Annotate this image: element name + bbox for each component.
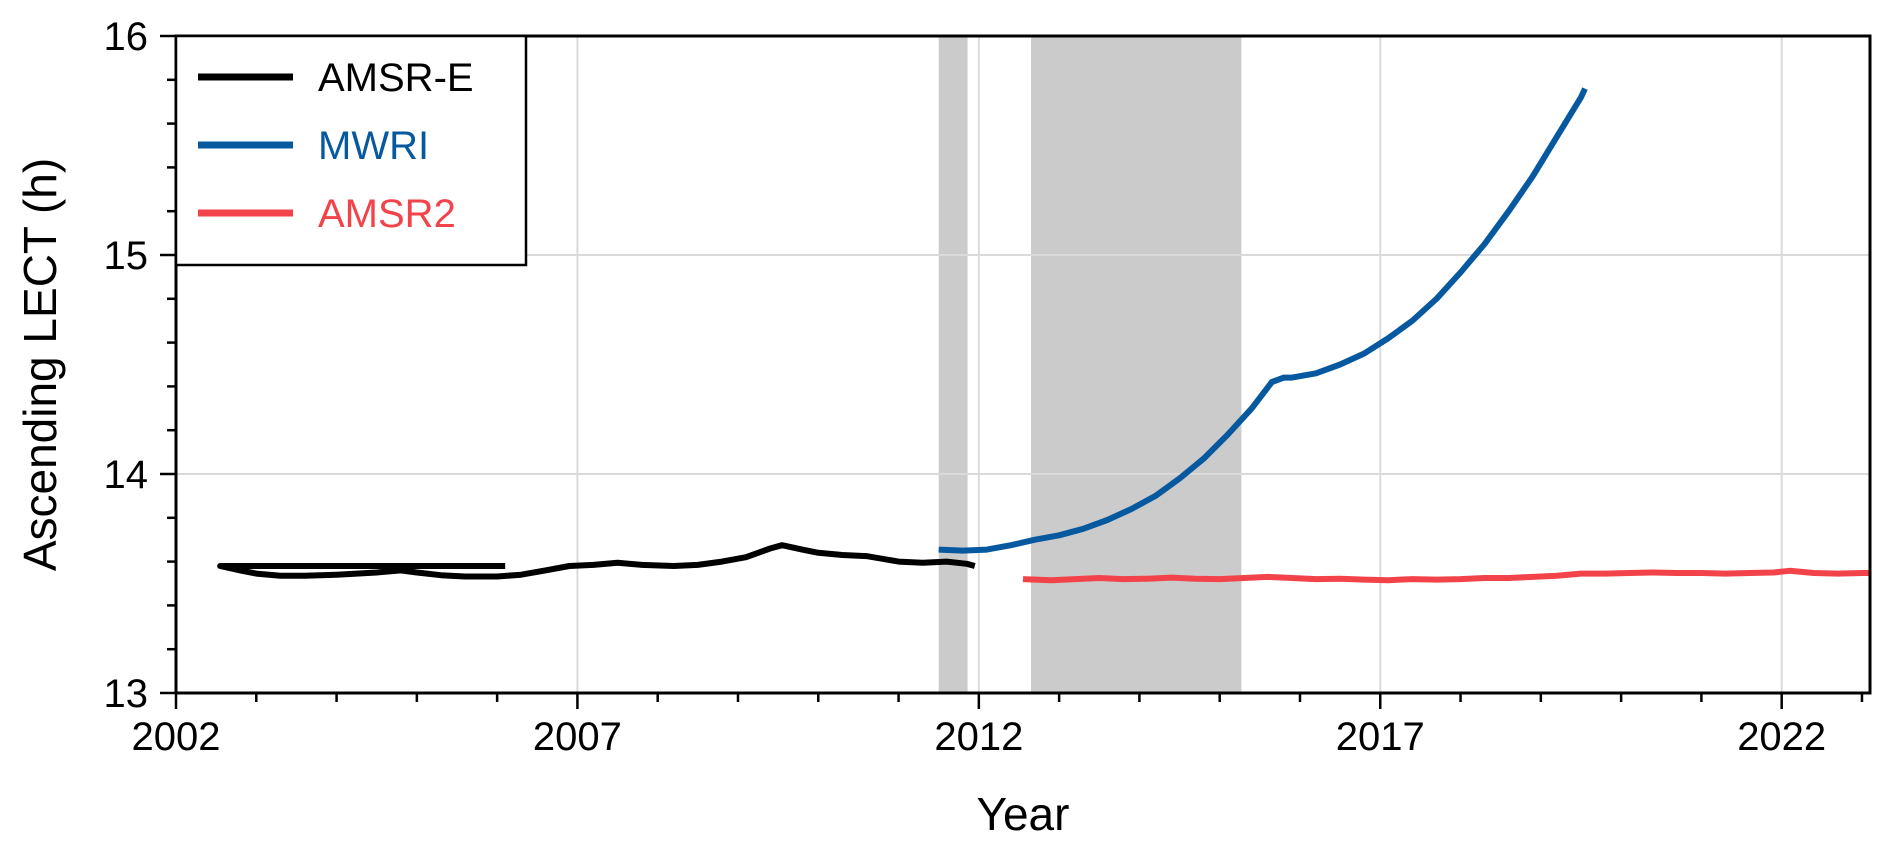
- y-tick-label-15: 15: [104, 234, 149, 278]
- shaded-period-1: [938, 36, 968, 693]
- legend-label-amsr2: AMSR2: [318, 192, 456, 236]
- y-tick-label-13: 13: [104, 672, 149, 716]
- tick-labels: 2002 2007 2012 2017 2022 13 14 15 16: [104, 15, 1827, 759]
- x-tick-label-2017: 2017: [1336, 715, 1425, 759]
- x-axis-title: Year: [977, 788, 1070, 840]
- x-tick-label-2012: 2012: [934, 715, 1023, 759]
- series-line-amsr2: [1022, 567, 1870, 584]
- plot-area-frame: [174, 34, 1872, 695]
- legend: AMSR-E MWRI AMSR2: [174, 34, 528, 267]
- legend-label-mwri: MWRI: [318, 124, 429, 168]
- y-tick-label-16: 16: [104, 15, 149, 59]
- shaded-period-2: [1031, 36, 1242, 693]
- series-line-mwri: [938, 87, 1588, 554]
- series-lines: [217, 87, 1870, 584]
- y-axis-title: Ascending LECT (h): [14, 158, 66, 571]
- series-line-amsr-e: [217, 542, 976, 580]
- x-tick-label-2022: 2022: [1737, 715, 1826, 759]
- legend-label-amsr-e: AMSR-E: [318, 56, 474, 100]
- shaded-periods: [938, 36, 1242, 693]
- y-tick-label-14: 14: [104, 453, 149, 497]
- axis-ticks: [160, 34, 1864, 709]
- x-tick-label-2002: 2002: [132, 715, 221, 759]
- x-tick-label-2007: 2007: [533, 715, 622, 759]
